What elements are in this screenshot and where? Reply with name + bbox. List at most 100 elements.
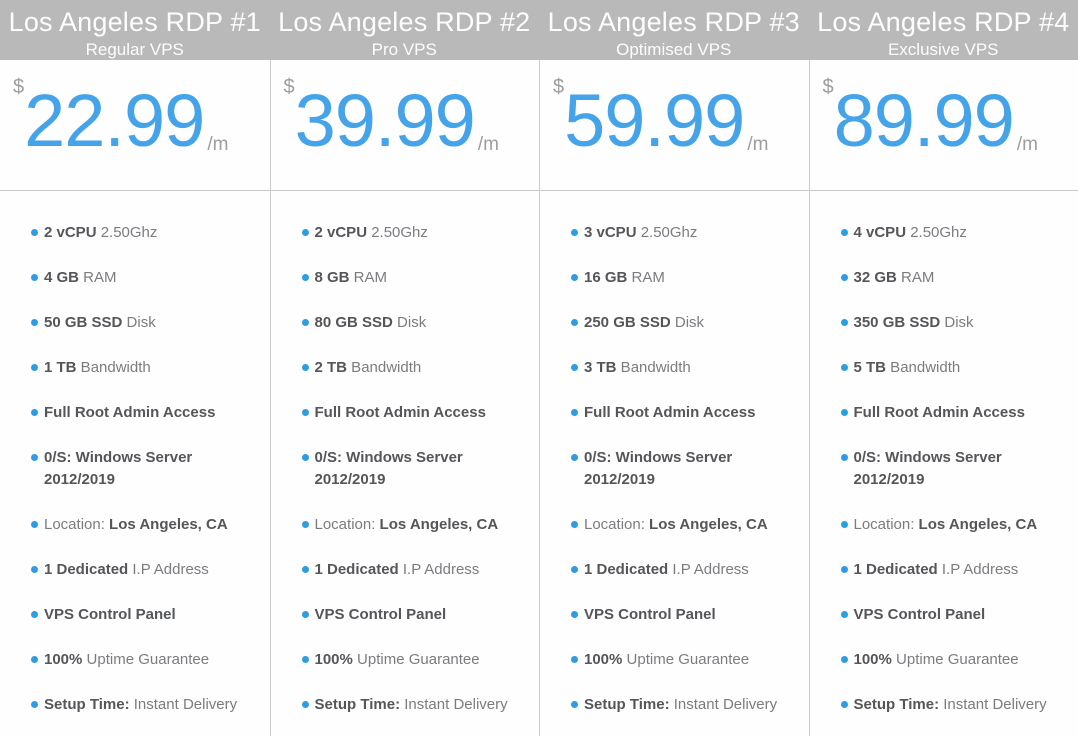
- feature-text: Uptime Guarantee: [82, 651, 210, 668]
- bullet-icon: [840, 229, 848, 236]
- feature-text: Bandwidth: [347, 359, 422, 376]
- feature-text-bold: Los Angeles, CA: [649, 516, 768, 533]
- feature-cpu: 3 vCPU 2.50Ghz: [571, 222, 795, 244]
- feature-ip: 1 Dedicated I.P Address: [31, 559, 256, 581]
- feature-setup-time: Setup Time: Instant Delivery: [31, 694, 256, 716]
- feature-text-bold: 1 Dedicated: [314, 561, 399, 578]
- bullet-icon: [31, 364, 38, 371]
- feature-text: 2.50Ghz: [636, 224, 698, 241]
- feature-cpu: 2 vCPU 2.50Ghz: [31, 222, 256, 244]
- feature-text-bold: VPS Control Panel: [853, 606, 986, 623]
- feature-os: 0/S: Windows Server 2012/2019: [31, 447, 256, 491]
- feature-control-panel: VPS Control Panel: [571, 604, 795, 626]
- feature-text-bold: 0/S: Windows Server 2012/2019: [584, 449, 733, 488]
- feature-text: 2.50Ghz: [367, 224, 428, 241]
- bullet-icon: [31, 274, 38, 281]
- feature-text: Uptime Guarantee: [622, 651, 750, 668]
- feature-text: Bandwidth: [76, 359, 151, 376]
- currency-symbol: $: [13, 76, 25, 98]
- plan-card-la-rdp-2: Los Angeles RDP #2 Pro VPS $39.99/m 2 vC…: [269, 0, 539, 736]
- price-amount: 89.99: [833, 79, 1015, 162]
- price-period: /m: [207, 134, 229, 155]
- bullet-icon: [571, 454, 578, 461]
- feature-location: Location: Los Angeles, CA: [301, 514, 526, 536]
- bullet-icon: [840, 656, 848, 663]
- feature-list: 2 vCPU 2.50Ghz 4 GB RAM 50 GB SSD Disk 1…: [0, 191, 270, 716]
- plan-title: Los Angeles RDP #3: [547, 7, 800, 37]
- feature-text: Uptime Guarantee: [891, 651, 1019, 668]
- price-period: /m: [747, 134, 769, 155]
- feature-text-bold: 100%: [314, 651, 353, 668]
- feature-location: Location: Los Angeles, CA: [31, 514, 256, 536]
- feature-text-bold: Los Angeles, CA: [379, 516, 499, 533]
- bullet-icon: [840, 521, 848, 528]
- feature-text: Disk: [122, 314, 156, 331]
- feature-text: Uptime Guarantee: [352, 651, 480, 668]
- feature-text-bold: Full Root Admin Access: [853, 404, 1025, 421]
- bullet-icon: [301, 701, 309, 708]
- bullet-icon: [840, 274, 848, 281]
- bullet-icon: [571, 701, 578, 708]
- feature-control-panel: VPS Control Panel: [31, 604, 256, 626]
- bullet-icon: [301, 454, 309, 461]
- plan-body: $89.99/m 4 vCPU 2.50Ghz 32 GB RAM 350 GB…: [808, 60, 1078, 736]
- feature-os: 0/S: Windows Server 2012/2019: [301, 447, 526, 491]
- bullet-icon: [301, 656, 309, 663]
- feature-bandwidth: 2 TB Bandwidth: [301, 357, 526, 379]
- plan-header: Los Angeles RDP #2 Pro VPS: [269, 0, 539, 60]
- feature-text-bold: 0/S: Windows Server 2012/2019: [44, 449, 193, 488]
- bullet-icon: [571, 409, 578, 416]
- feature-text-bold: 100%: [584, 651, 623, 668]
- feature-list: 3 vCPU 2.50Ghz 16 GB RAM 250 GB SSD Disk…: [540, 191, 809, 716]
- bullet-icon: [301, 521, 309, 528]
- feature-ram: 16 GB RAM: [571, 267, 795, 289]
- feature-text: Disk: [392, 314, 427, 331]
- bullet-icon: [571, 611, 578, 618]
- feature-text-bold: Full Root Admin Access: [314, 404, 486, 421]
- plan-card-la-rdp-3: Los Angeles RDP #3 Optimised VPS $59.99/…: [539, 0, 809, 736]
- bullet-icon: [31, 611, 38, 618]
- price-block: $39.99/m: [270, 60, 539, 191]
- plan-body: $39.99/m 2 vCPU 2.50Ghz 8 GB RAM 80 GB S…: [269, 60, 539, 736]
- bullet-icon: [301, 364, 309, 371]
- bullet-icon: [31, 521, 38, 528]
- feature-text: Bandwidth: [616, 359, 691, 376]
- feature-root-access: Full Root Admin Access: [31, 402, 256, 424]
- feature-uptime: 100% Uptime Guarantee: [301, 649, 526, 671]
- feature-text-bold: Setup Time:: [853, 696, 940, 713]
- bullet-icon: [571, 319, 578, 326]
- bullet-icon: [840, 364, 848, 371]
- feature-text-bold: 3 vCPU: [584, 224, 637, 241]
- feature-uptime: 100% Uptime Guarantee: [31, 649, 256, 671]
- feature-text-bold: Full Root Admin Access: [44, 404, 216, 421]
- bullet-icon: [571, 229, 578, 236]
- feature-text-bold: Los Angeles, CA: [109, 516, 228, 533]
- feature-ip: 1 Dedicated I.P Address: [840, 559, 1065, 581]
- feature-text-bold: VPS Control Panel: [584, 606, 716, 623]
- feature-setup-time: Setup Time: Instant Delivery: [571, 694, 795, 716]
- feature-cpu: 4 vCPU 2.50Ghz: [840, 222, 1065, 244]
- bullet-icon: [31, 454, 38, 461]
- plan-body: $22.99/m 2 vCPU 2.50Ghz 4 GB RAM 50 GB S…: [0, 60, 270, 736]
- bullet-icon: [571, 521, 578, 528]
- bullet-icon: [571, 656, 578, 663]
- feature-bandwidth: 3 TB Bandwidth: [571, 357, 795, 379]
- feature-text: Instant Delivery: [129, 696, 238, 713]
- feature-text-bold: 1 Dedicated: [584, 561, 669, 578]
- bullet-icon: [301, 566, 309, 573]
- feature-text: RAM: [627, 269, 665, 286]
- feature-text-bold: 4 GB: [44, 269, 80, 286]
- feature-text-bold: Setup Time:: [44, 696, 130, 713]
- plan-title: Los Angeles RDP #1: [8, 7, 261, 37]
- price-period: /m: [477, 134, 499, 155]
- bullet-icon: [301, 319, 309, 326]
- feature-ip: 1 Dedicated I.P Address: [301, 559, 526, 581]
- feature-location: Location: Los Angeles, CA: [840, 514, 1065, 536]
- currency-symbol: $: [822, 76, 834, 98]
- feature-disk: 50 GB SSD Disk: [31, 312, 256, 334]
- feature-text-bold: 8 GB: [314, 269, 350, 286]
- feature-cpu: 2 vCPU 2.50Ghz: [301, 222, 526, 244]
- feature-text: Disk: [670, 314, 705, 331]
- plan-card-la-rdp-4: Los Angeles RDP #4 Exclusive VPS $89.99/…: [808, 0, 1078, 736]
- feature-text: Bandwidth: [886, 359, 961, 376]
